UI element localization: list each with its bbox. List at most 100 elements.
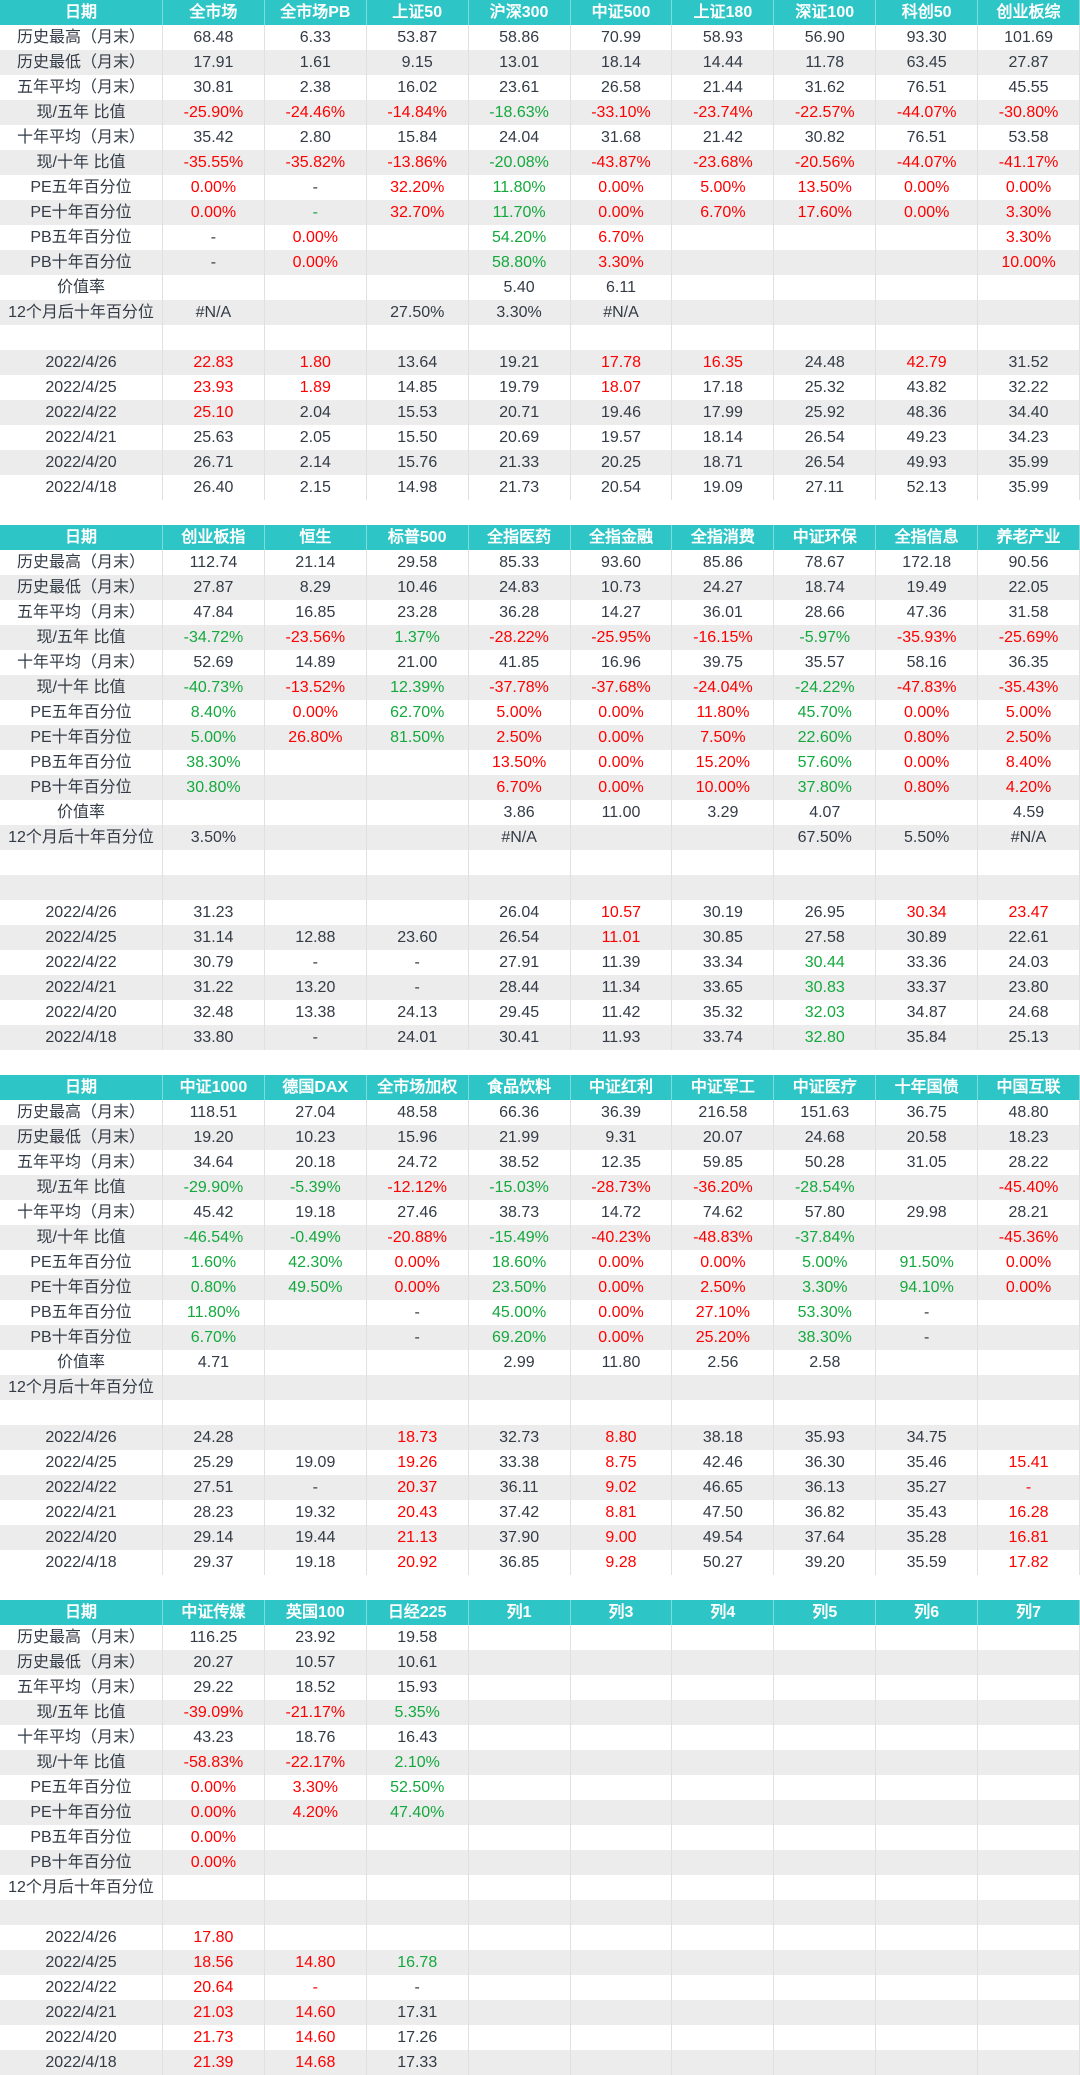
value-cell[interactable] [672,1850,775,1875]
value-cell[interactable]: 23.50% [469,1275,571,1300]
index-column-header[interactable]: 列1 [469,1600,571,1625]
value-cell[interactable]: 21.03 [163,2000,265,2025]
value-cell[interactable] [672,2025,775,2050]
value-cell[interactable] [265,300,367,325]
value-cell[interactable]: 14.72 [571,1200,673,1225]
row-label-cell[interactable]: 2022/4/25 [0,1950,163,1975]
value-cell[interactable]: -41.17% [978,150,1080,175]
value-cell[interactable]: 34.64 [163,1150,265,1175]
value-cell[interactable] [978,1800,1080,1825]
value-cell[interactable]: 0.00% [876,200,979,225]
value-cell[interactable] [163,875,265,900]
row-label-cell[interactable]: 2022/4/22 [0,400,163,425]
index-column-header[interactable]: 中国互联 [978,1075,1080,1100]
value-cell[interactable]: 24.28 [163,1425,265,1450]
value-cell[interactable]: 5.35% [367,1700,469,1725]
value-cell[interactable]: 35.84 [876,1025,979,1050]
value-cell[interactable]: 23.93 [163,375,265,400]
value-cell[interactable]: 30.83 [774,975,877,1000]
value-cell[interactable] [876,1400,979,1425]
value-cell[interactable]: 24.72 [367,1150,469,1175]
value-cell[interactable]: 0.00% [265,250,367,275]
value-cell[interactable]: 19.21 [469,350,571,375]
value-cell[interactable] [163,850,265,875]
value-cell[interactable]: 19.18 [265,1550,367,1575]
value-cell[interactable]: 35.59 [876,1550,979,1575]
value-cell[interactable]: 33.65 [672,975,775,1000]
value-cell[interactable]: 3.86 [469,800,571,825]
value-cell[interactable]: -25.95% [571,625,673,650]
value-cell[interactable]: -36.20% [672,1175,775,1200]
value-cell[interactable]: 14.27 [571,600,673,625]
value-cell[interactable] [367,325,469,350]
index-column-header[interactable]: 恒生 [265,525,367,550]
row-label-cell[interactable]: 价值率 [0,275,163,300]
value-cell[interactable]: 8.40% [163,700,265,725]
value-cell[interactable]: 13.50% [469,750,571,775]
row-label-cell[interactable]: 2022/4/22 [0,1475,163,1500]
row-label-cell[interactable]: 价值率 [0,1350,163,1375]
value-cell[interactable]: 10.00% [978,250,1080,275]
value-cell[interactable]: -5.97% [774,625,877,650]
value-cell[interactable]: 15.53 [367,400,469,425]
row-label-cell[interactable]: 2022/4/26 [0,350,163,375]
value-cell[interactable]: 2.99 [469,1350,571,1375]
value-cell[interactable]: 24.04 [469,125,571,150]
value-cell[interactable]: 10.00% [672,775,775,800]
value-cell[interactable]: 11.00 [571,800,673,825]
value-cell[interactable] [469,1975,571,2000]
value-cell[interactable] [469,1800,571,1825]
row-label-cell[interactable]: 现/十年 比值 [0,1225,163,1250]
value-cell[interactable]: 30.41 [469,1025,571,1050]
index-column-header[interactable]: 沪深300 [469,0,571,25]
value-cell[interactable] [469,2050,571,2075]
value-cell[interactable]: 18.23 [978,1125,1080,1150]
row-label-cell[interactable] [0,850,163,875]
value-cell[interactable]: 30.80% [163,775,265,800]
value-cell[interactable]: 90.56 [978,550,1080,575]
value-cell[interactable]: 27.87 [163,575,265,600]
row-label-cell[interactable]: PB十年百分位 [0,1850,163,1875]
value-cell[interactable]: 5.00% [774,1250,877,1275]
value-cell[interactable]: 22.05 [978,575,1080,600]
value-cell[interactable]: 52.69 [163,650,265,675]
value-cell[interactable]: 17.99 [672,400,775,425]
row-label-cell[interactable] [0,1900,163,1925]
value-cell[interactable]: -29.90% [163,1175,265,1200]
value-cell[interactable]: 3.30% [469,300,571,325]
value-cell[interactable]: 24.68 [774,1125,877,1150]
value-cell[interactable]: 25.13 [978,1025,1080,1050]
row-label-cell[interactable]: 2022/4/18 [0,1550,163,1575]
value-cell[interactable]: 66.36 [469,1100,571,1125]
value-cell[interactable]: 0.00% [978,1275,1080,1300]
value-cell[interactable]: 35.28 [876,1525,979,1550]
value-cell[interactable]: 14.60 [265,2025,367,2050]
value-cell[interactable]: - [265,175,367,200]
index-column-header[interactable]: 全市场PB [265,0,367,25]
value-cell[interactable]: 54.20% [469,225,571,250]
value-cell[interactable]: -23.68% [672,150,775,175]
value-cell[interactable]: 0.00% [163,175,265,200]
row-label-cell[interactable]: 2022/4/22 [0,950,163,975]
value-cell[interactable]: 23.80 [978,975,1080,1000]
value-cell[interactable]: 26.80% [265,725,367,750]
value-cell[interactable]: 0.00% [571,200,673,225]
value-cell[interactable]: 38.73 [469,1200,571,1225]
value-cell[interactable]: -28.54% [774,1175,877,1200]
value-cell[interactable]: -39.09% [163,1700,265,1725]
value-cell[interactable]: 11.80% [469,175,571,200]
value-cell[interactable]: 30.82 [774,125,877,150]
value-cell[interactable]: 35.43 [876,1500,979,1525]
value-cell[interactable]: -12.12% [367,1175,469,1200]
value-cell[interactable]: 76.51 [876,125,979,150]
value-cell[interactable]: 0.00% [163,1775,265,1800]
row-label-cell[interactable]: 2022/4/25 [0,375,163,400]
value-cell[interactable]: 11.80% [672,700,775,725]
value-cell[interactable]: 27.50% [367,300,469,325]
value-cell[interactable]: 62.70% [367,700,469,725]
value-cell[interactable] [876,1725,979,1750]
value-cell[interactable]: 68.48 [163,25,265,50]
value-cell[interactable] [265,1850,367,1875]
value-cell[interactable]: 0.00% [265,225,367,250]
value-cell[interactable]: -14.84% [367,100,469,125]
